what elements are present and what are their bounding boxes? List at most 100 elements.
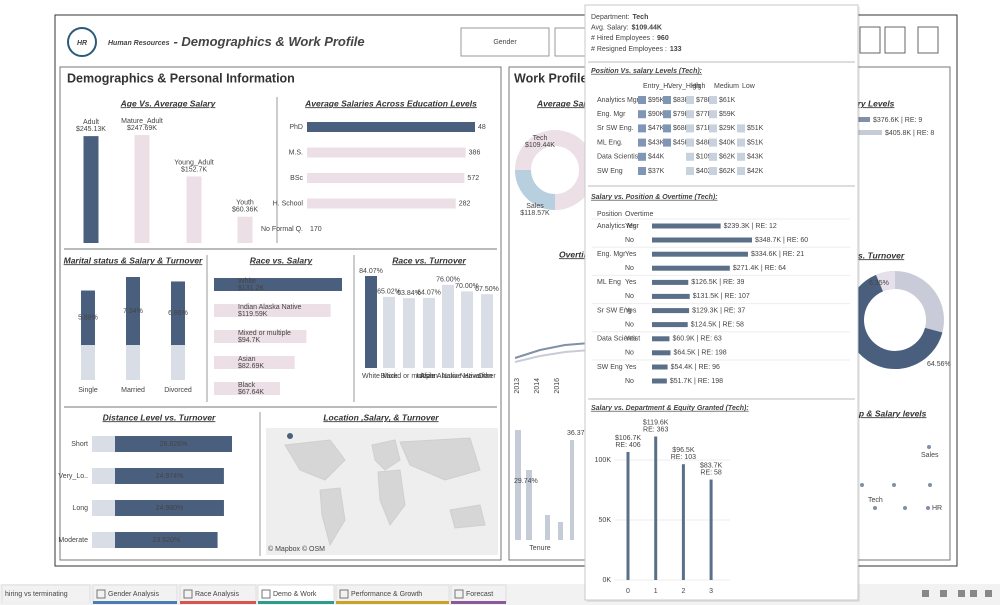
bar bbox=[214, 330, 307, 343]
bar bbox=[709, 479, 713, 580]
tab-label: Forecast bbox=[466, 591, 493, 598]
value-label: $60.9K | RE: 63 bbox=[672, 336, 721, 343]
value-label: 282 bbox=[459, 200, 471, 207]
category-label: Single bbox=[78, 387, 98, 394]
category-label: Black bbox=[380, 373, 398, 380]
tab[interactable]: Forecast bbox=[450, 584, 507, 604]
bar bbox=[558, 522, 563, 540]
nav-icon bbox=[922, 590, 929, 597]
value-label: 24.980% bbox=[156, 505, 184, 512]
scatter-point bbox=[927, 445, 931, 449]
cell-swatch bbox=[709, 138, 717, 147]
land bbox=[377, 469, 406, 527]
row-label: Analytics Mgr bbox=[597, 223, 640, 230]
value-label: 48 bbox=[478, 124, 486, 131]
category-label: Divorced bbox=[164, 387, 192, 394]
cell-swatch bbox=[686, 110, 694, 119]
value-label: $131.2K bbox=[238, 285, 264, 292]
category-label: White bbox=[362, 373, 380, 380]
bar-base bbox=[92, 468, 115, 484]
value-label: $54.4K | RE: 96 bbox=[671, 364, 720, 371]
row-label: ML Eng. bbox=[597, 139, 623, 146]
column-header: Medium bbox=[714, 83, 739, 90]
value: Tech bbox=[633, 14, 649, 21]
overtime-label: Yes bbox=[625, 336, 637, 343]
value-label: 5.88% bbox=[78, 315, 98, 322]
value-label: $239.3K | RE: 12 bbox=[724, 223, 777, 230]
overtime-label: No bbox=[625, 237, 634, 244]
bar bbox=[626, 451, 630, 580]
bar bbox=[652, 350, 671, 356]
bar bbox=[570, 440, 574, 540]
bar bbox=[442, 284, 454, 368]
x-tick-label: 2013 bbox=[514, 378, 521, 394]
value-label: $96.5K bbox=[672, 447, 695, 454]
bar bbox=[652, 293, 690, 299]
bar bbox=[307, 198, 456, 209]
cell-label: $78K bbox=[696, 97, 713, 104]
cell-swatch bbox=[686, 138, 694, 147]
cell-label: $29K bbox=[719, 125, 736, 132]
key: Avg. Salary: bbox=[591, 24, 629, 31]
bar bbox=[214, 304, 331, 317]
tooltip: Department: Tech Avg. Salary: $109.44K # Hir… bbox=[584, 4, 860, 602]
chart-title: Average Salaries Across Education Levels bbox=[304, 98, 477, 108]
overtime-label: No bbox=[625, 293, 634, 300]
scatter-point bbox=[928, 483, 932, 487]
cell-swatch bbox=[638, 124, 646, 133]
column-header: Low bbox=[742, 83, 756, 90]
value-label: $334.6K | RE: 21 bbox=[751, 251, 804, 258]
tab[interactable]: hiring vs terminating bbox=[1, 584, 91, 604]
cell-swatch bbox=[737, 167, 745, 175]
value-label: $94.7K bbox=[238, 337, 261, 344]
tab[interactable]: Performance & Growth bbox=[335, 584, 450, 604]
cell-swatch bbox=[709, 110, 717, 119]
value-label: $67.64K bbox=[238, 389, 264, 396]
tab[interactable]: Race Analysis bbox=[179, 584, 257, 604]
category-label: Indian Alaska Native bbox=[238, 304, 302, 311]
chart-title: Equity vs. Turnover bbox=[825, 250, 905, 260]
tab[interactable]: Demo & Work bbox=[257, 584, 335, 604]
map-point bbox=[287, 433, 293, 439]
column-header: High bbox=[691, 83, 706, 90]
nav-icon bbox=[958, 590, 965, 597]
overtime-label: Yes bbox=[625, 251, 637, 258]
row-label: SW Eng bbox=[597, 364, 623, 371]
value-label: $51.7K | RE: 198 bbox=[670, 378, 723, 385]
tab-label: Gender Analysis bbox=[108, 591, 159, 598]
bar bbox=[652, 265, 730, 271]
point-label: Sales bbox=[921, 452, 939, 459]
value-label: $152.7K bbox=[181, 166, 207, 173]
bar-base bbox=[126, 345, 140, 380]
x-tick-label: 2016 bbox=[554, 378, 561, 394]
cell-swatch bbox=[638, 152, 646, 161]
cell-label: $109K bbox=[696, 154, 717, 161]
tab[interactable]: Gender Analysis bbox=[92, 584, 178, 604]
land bbox=[399, 437, 481, 481]
point-label: Tech bbox=[868, 497, 883, 504]
title: Human Resources bbox=[108, 40, 170, 47]
overtime-label: Yes bbox=[625, 364, 637, 371]
cell-swatch bbox=[737, 152, 745, 161]
cell-swatch bbox=[686, 96, 694, 104]
overtime-label: Yes bbox=[625, 307, 637, 314]
value-label: RE: 58 bbox=[700, 469, 722, 476]
column-header: Overtime bbox=[625, 211, 654, 218]
filter-button[interactable]: Gender bbox=[460, 27, 550, 57]
bar bbox=[652, 251, 748, 257]
chart-title: Distance Level vs. Turnover bbox=[103, 412, 216, 422]
bar bbox=[652, 308, 690, 314]
subtitle: - Demographics & Work Profile bbox=[173, 34, 364, 49]
value-label: 24.974% bbox=[156, 473, 184, 480]
tab-icon bbox=[96, 589, 106, 599]
value-label: $124.5K | RE: 58 bbox=[691, 321, 744, 328]
category-label: Moderate bbox=[58, 537, 88, 544]
row-label: Data Scientist bbox=[597, 154, 640, 161]
cell-label: $68K bbox=[673, 125, 690, 132]
value-label: 67.50% bbox=[475, 286, 499, 293]
bar bbox=[115, 500, 224, 516]
icon bbox=[884, 26, 906, 54]
value-label: $106.7K bbox=[615, 435, 641, 442]
category-label: Adult bbox=[83, 119, 99, 126]
bar bbox=[652, 364, 668, 370]
